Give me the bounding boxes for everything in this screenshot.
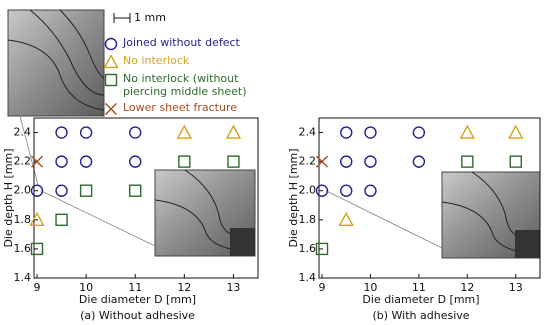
marker: [129, 155, 142, 168]
y-tick-label: 2.0: [299, 184, 317, 197]
connector: [40, 190, 156, 247]
caption: (a) Without adhesive: [80, 309, 195, 322]
legend-label: No interlock (without piercing middle sh…: [123, 72, 247, 98]
marker: [79, 184, 93, 197]
marker: [340, 184, 353, 197]
x-tick-label: 11: [128, 281, 142, 294]
marker: [55, 126, 68, 139]
y-tick-label: 2.2: [299, 155, 317, 168]
legend-marker: [104, 55, 118, 69]
y-tick-label: 1.8: [299, 213, 317, 226]
y-tick-label: 2.4: [14, 126, 32, 139]
y-tick-label: 1.6: [14, 242, 32, 255]
legend-item: No interlock (without piercing middle sh…: [104, 72, 279, 98]
y-axis-label: Die depth H [mm]: [2, 148, 15, 247]
marker: [29, 211, 45, 227]
marker: [31, 155, 43, 168]
legend-item: No interlock: [104, 54, 279, 69]
marker: [364, 184, 377, 197]
marker: [508, 124, 524, 139]
marker: [225, 124, 242, 139]
marker: [55, 155, 68, 168]
photo-inset: [154, 169, 256, 257]
marker: [129, 126, 142, 139]
y-tick-label: 1.8: [14, 213, 32, 226]
marker: [55, 184, 68, 197]
legend-label: Joined without defect: [123, 36, 240, 49]
marker: [104, 55, 118, 69]
marker: [315, 184, 329, 197]
legend-label: Lower sheet fracture: [123, 101, 238, 114]
x-axis-label: Die diameter D [mm]: [362, 293, 479, 306]
marker: [509, 155, 522, 168]
marker: [340, 126, 353, 139]
y-tick-label: 1.4: [14, 271, 32, 284]
x-axis-label: Die diameter D [mm]: [79, 293, 196, 306]
marker: [412, 126, 426, 139]
marker: [459, 124, 476, 139]
legend-label: No interlock: [123, 54, 190, 67]
scale-label: 1 mm: [134, 11, 166, 24]
legend-item: Lower sheet fracture: [104, 101, 279, 116]
x-tick-label: 9: [34, 281, 41, 294]
x-tick-label: 9: [319, 281, 326, 294]
legend-marker: [105, 103, 117, 115]
y-axis-label: Die depth H [mm]: [287, 148, 300, 247]
marker: [30, 242, 44, 256]
marker: [364, 155, 377, 168]
caption: (b) With adhesive: [372, 309, 469, 322]
y-tick-label: 2.0: [14, 184, 32, 197]
marker: [340, 155, 353, 168]
marker: [227, 155, 240, 168]
legend-marker: [104, 37, 118, 51]
connector: [19, 115, 39, 186]
marker: [315, 242, 329, 256]
photo-detail: [230, 228, 255, 256]
marker: [104, 73, 118, 87]
marker: [55, 213, 68, 227]
marker: [338, 211, 354, 227]
plot-frame: [33, 117, 259, 279]
marker: [316, 155, 328, 168]
x-tick-label: 12: [177, 281, 191, 294]
marker: [364, 126, 377, 139]
marker: [104, 37, 118, 51]
photo-inset: [441, 171, 541, 259]
marker: [176, 124, 193, 139]
x-tick-label: 13: [226, 281, 240, 294]
scale-bar: 1 mm: [113, 11, 166, 24]
x-tick-label: 10: [363, 281, 377, 294]
y-tick-label: 1.6: [299, 242, 317, 255]
y-tick-label: 1.4: [299, 271, 317, 284]
marker: [178, 155, 191, 168]
marker: [105, 103, 117, 115]
x-tick-label: 12: [460, 281, 474, 294]
connector: [325, 190, 443, 249]
x-tick-label: 10: [79, 281, 93, 294]
marker: [79, 126, 93, 139]
plot-frame: [318, 117, 541, 279]
photo-detail: [515, 230, 540, 258]
marker: [461, 155, 474, 168]
marker: [412, 155, 426, 168]
photo-top: [7, 9, 105, 117]
x-tick-label: 11: [412, 281, 426, 294]
legend-item: Joined without defect: [104, 36, 279, 51]
marker: [79, 155, 93, 168]
marker: [129, 184, 142, 197]
legend: Joined without defect No interlock No inte…: [104, 36, 279, 119]
x-tick-label: 13: [509, 281, 523, 294]
y-tick-label: 2.4: [299, 126, 317, 139]
legend-marker: [104, 73, 118, 87]
marker: [30, 184, 44, 197]
y-tick-label: 2.2: [14, 155, 32, 168]
